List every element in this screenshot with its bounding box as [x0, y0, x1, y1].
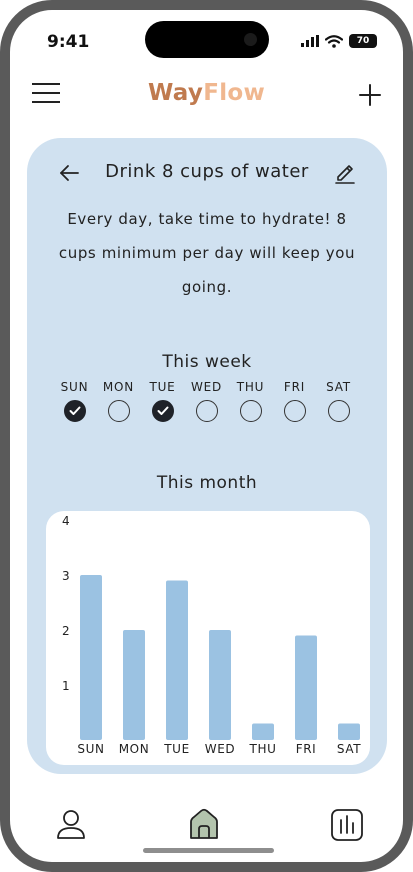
- status-bar: 9:41 70: [10, 10, 403, 70]
- camera-dot: [244, 33, 257, 46]
- week-day-checkbox[interactable]: [283, 400, 306, 422]
- week-day-sun: SUN: [56, 380, 93, 430]
- week-day-checkbox[interactable]: [63, 400, 86, 422]
- menu-button[interactable]: [32, 83, 60, 105]
- week-day-mon: MON: [100, 380, 137, 430]
- week-day-thu: THU: [232, 380, 269, 430]
- hamburger-icon: [32, 101, 60, 103]
- bottom-tab-bar: [10, 795, 403, 855]
- pencil-icon: [335, 165, 355, 184]
- month-bar-chart: 1 2 3 4 SUN MON TUE WED THU FRI SAT: [62, 514, 361, 756]
- week-day-label: FRI: [283, 380, 306, 394]
- bar-thu: [252, 723, 274, 741]
- x-tick-label: TUE: [163, 742, 190, 756]
- plus-icon: [359, 84, 381, 106]
- checkmark-icon: [157, 406, 168, 415]
- app-header: WayFlow: [10, 68, 403, 120]
- back-button[interactable]: [57, 161, 81, 185]
- checkmark-icon: [69, 406, 80, 415]
- week-day-checkbox[interactable]: [239, 400, 262, 422]
- add-button[interactable]: [359, 84, 381, 106]
- month-title: This month: [156, 473, 258, 493]
- bar-tue: [166, 580, 188, 741]
- habit-title: Drink 8 cups of water: [105, 161, 309, 182]
- y-tick-label: 4: [62, 514, 70, 528]
- y-tick-label: 1: [62, 679, 70, 693]
- week-day-checkbox[interactable]: [107, 400, 130, 422]
- week-day-label: MON: [102, 380, 135, 394]
- month-chart: 1 2 3 4 SUN MON TUE WED THU FRI SAT: [46, 511, 370, 765]
- bar-fri: [295, 635, 317, 741]
- x-tick-label: SAT: [337, 742, 361, 756]
- bar-wed: [209, 630, 231, 741]
- week-day-fri: FRI: [276, 380, 313, 430]
- edit-button[interactable]: [333, 160, 357, 184]
- week-title: This week: [162, 352, 252, 372]
- week-day-sat: SAT: [320, 380, 357, 430]
- x-tick-label: SUN: [77, 742, 104, 756]
- arrow-left-icon: [60, 165, 79, 181]
- week-day-label: TUE: [149, 380, 176, 394]
- status-icons: 70: [301, 34, 377, 48]
- tab-stats[interactable]: [329, 807, 365, 843]
- hamburger-icon: [32, 83, 60, 85]
- home-indicator: [143, 848, 274, 853]
- x-tick-label: MON: [119, 742, 150, 756]
- week-day-label: SAT: [326, 380, 351, 394]
- x-tick-label: WED: [205, 742, 236, 756]
- hamburger-icon: [32, 92, 60, 94]
- x-tick-label: THU: [249, 742, 277, 756]
- battery-icon: 70: [349, 34, 377, 48]
- bar-mon: [123, 630, 145, 741]
- habit-card: Drink 8 cups of water Every day, take ti…: [27, 138, 387, 774]
- week-day-checkbox[interactable]: [151, 400, 174, 422]
- habit-card-header: Drink 8 cups of water: [27, 158, 387, 188]
- brand-logo: WayFlow: [10, 80, 403, 106]
- week-day-label: THU: [236, 380, 265, 394]
- battery-level: 70: [356, 36, 370, 46]
- dynamic-island: [145, 21, 269, 58]
- profile-icon: [57, 810, 85, 839]
- home-icon: [190, 808, 218, 839]
- week-day-label: WED: [190, 380, 223, 394]
- y-tick-label: 2: [62, 624, 70, 638]
- week-day-checkbox[interactable]: [327, 400, 350, 422]
- signal-icon: [301, 35, 319, 47]
- bar-sun: [80, 575, 102, 741]
- x-tick-label: FRI: [296, 742, 317, 756]
- tab-profile[interactable]: [53, 807, 89, 843]
- week-day-wed: WED: [188, 380, 225, 430]
- bar-sat: [338, 723, 360, 741]
- habit-description: Every day, take time to hydrate! 8 cups …: [58, 210, 356, 296]
- week-day-tue: TUE: [144, 380, 181, 430]
- stats-icon: [331, 809, 363, 841]
- week-day-checkbox[interactable]: [195, 400, 218, 422]
- week-tracker: SUN MON TUE WED THU FRI SAT: [56, 380, 357, 430]
- brand-logo-way: Way: [147, 80, 204, 106]
- wifi-icon: [325, 34, 343, 48]
- status-time: 9:41: [47, 32, 90, 52]
- week-day-label: SUN: [60, 380, 89, 394]
- tab-home[interactable]: [186, 807, 222, 843]
- brand-logo-flow: Flow: [203, 80, 266, 106]
- y-tick-label: 3: [62, 569, 70, 583]
